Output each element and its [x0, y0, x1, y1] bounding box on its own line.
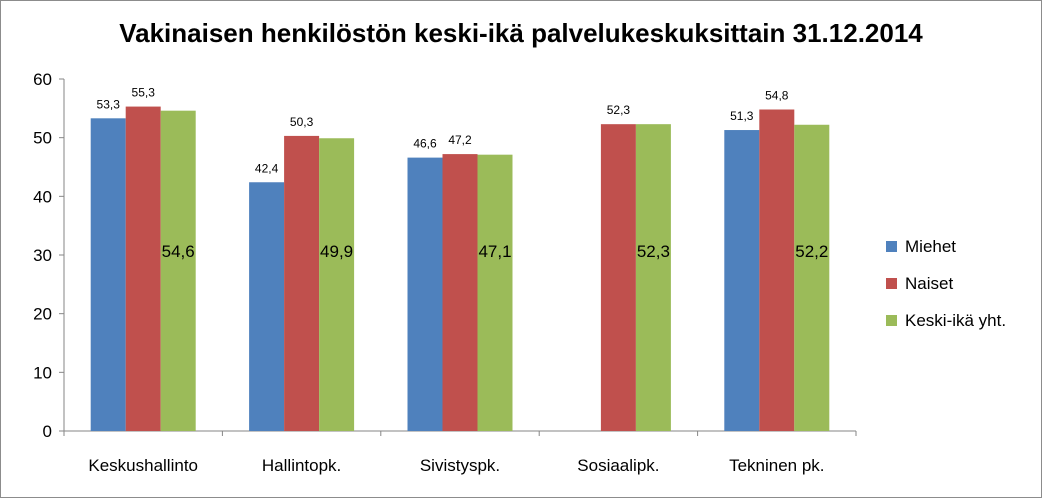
bar	[600, 124, 636, 431]
bar	[160, 110, 196, 432]
data-label: 54,6	[162, 242, 195, 261]
data-label: 52,2	[795, 242, 828, 261]
y-tick-label: 30	[33, 246, 52, 265]
bar	[125, 106, 161, 431]
legend-swatch	[886, 278, 897, 289]
legend-item-miehet: Miehet	[886, 228, 1006, 265]
bar	[442, 154, 478, 432]
legend-item-keski-ika: Keski-ikä yht.	[886, 302, 1006, 339]
data-label: 49,9	[320, 242, 353, 261]
x-tick-label: Keskushallinto	[88, 456, 198, 475]
legend-item-naiset: Naiset	[886, 265, 1006, 302]
legend-swatch	[886, 315, 897, 326]
data-label: 47,1	[478, 242, 511, 261]
legend: Miehet Naiset Keski-ikä yht.	[886, 228, 1006, 339]
bar	[249, 182, 285, 431]
legend-label: Miehet	[905, 236, 957, 256]
x-tick-label: Hallintopk.	[262, 456, 341, 475]
y-tick-label: 50	[33, 129, 52, 148]
bar	[794, 124, 830, 431]
y-tick-label: 10	[33, 363, 52, 382]
data-label: 50,3	[290, 115, 314, 129]
data-label: 47,2	[448, 133, 472, 147]
data-label: 46,6	[413, 137, 437, 151]
data-label: 42,4	[255, 161, 279, 175]
x-tick-label: Sosiaalipk.	[577, 456, 659, 475]
y-tick-label: 20	[33, 305, 52, 324]
legend-swatch	[886, 241, 897, 252]
bar	[635, 124, 671, 431]
x-tick-label: Sivistyspk.	[420, 456, 500, 475]
data-label: 52,3	[637, 242, 670, 261]
legend-label: Keski-ikä yht.	[905, 310, 1007, 330]
y-tick-label: 40	[33, 187, 52, 206]
legend-label: Naiset	[905, 273, 954, 293]
bar	[477, 154, 513, 431]
bar	[319, 138, 355, 431]
y-tick-label: 0	[43, 422, 52, 441]
bar	[90, 118, 126, 431]
bar	[759, 109, 795, 432]
bar	[407, 157, 443, 431]
x-tick-label: Tekninen pk.	[729, 456, 824, 475]
data-label: 55,3	[132, 86, 156, 100]
y-tick-label: 60	[33, 70, 52, 89]
data-label: 54,8	[765, 89, 789, 103]
bar	[284, 135, 320, 431]
data-label: 52,3	[607, 103, 631, 117]
bar	[724, 130, 760, 432]
data-label: 53,3	[97, 97, 121, 111]
chart-title: Vakinaisen henkilöstön keski-ikä palvelu…	[119, 18, 923, 48]
data-label: 51,3	[730, 109, 754, 123]
